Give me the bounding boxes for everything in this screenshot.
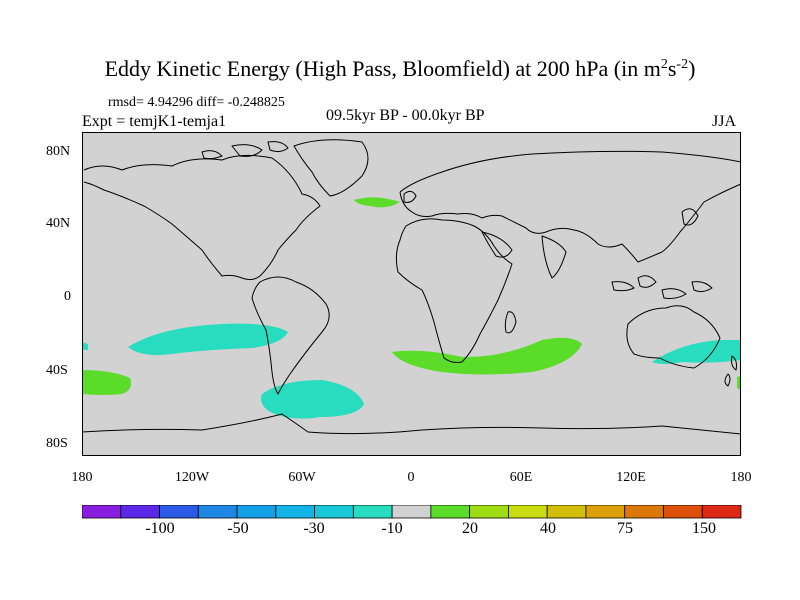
colorbar-swatch-12 [508,505,548,519]
coast-arctic-islands [201,141,289,160]
colorbar [82,505,742,519]
colorbar-swatch-14 [585,505,626,519]
coast-arabia-india [481,231,567,279]
colorbar-swatch-1 [82,505,122,519]
patch-south-indian [392,337,582,375]
colorbar-label-4: -10 [381,520,403,537]
colorbar-label-2: -50 [227,520,249,537]
chart-title: Eddy Kinetic Energy (High Pass, Bloomfie… [0,56,800,82]
map-plot [82,132,742,456]
colorbar-swatch-16 [663,505,703,519]
lat-label-40n: 40N [46,216,71,231]
patch-west-edge-green [82,370,131,395]
coast-madagascar [504,311,517,334]
colorbar-swatch-7 [314,505,354,519]
colorbar-label-7: 75 [617,520,633,537]
title-mid: s [667,56,677,81]
map-frame [82,132,741,456]
coast-uk [403,190,417,203]
patch-drake [261,380,364,419]
title-sup-1: 2 [660,57,668,72]
lon-label-180w: 180 [71,470,93,485]
title-end: ) [688,56,696,81]
colorbar-swatch-2 [120,505,160,519]
coastlines [82,139,742,435]
lon-label-180e: 180 [730,470,752,485]
anomaly-patches [82,197,741,419]
lon-label-0: 0 [407,470,415,485]
lon-label-120w: 120W [174,470,210,485]
lat-label-0: 0 [64,289,71,304]
colorbar-swatch-5 [236,505,277,519]
colorbar-label-5: 20 [462,520,478,537]
lon-label-60w: 60W [288,470,316,485]
colorbar-label-3: -30 [303,520,325,537]
colorbar-swatch-3 [159,505,199,519]
coast-japan [681,208,699,226]
patch-west-edge-cyan [82,342,88,350]
colorbar-swatch-17 [701,505,742,519]
coast-eurasia [399,150,742,263]
lon-label-60e: 60E [509,470,533,485]
experiment-label: Expt = temjK1-temja1 [82,113,227,130]
period-label: 09.5kyr BP - 00.0kyr BP [326,107,485,124]
coast-se-asia-islands [611,275,713,299]
coast-south-america [251,276,330,395]
colorbar-label-6: 40 [540,520,556,537]
title-main: Eddy Kinetic Energy (High Pass, Bloomfie… [104,56,661,81]
patch-north-atlantic [354,197,400,208]
coast-new-zealand [724,355,737,387]
coast-north-america [83,154,321,281]
coast-antarctica [82,413,742,435]
stats-line: rmsd= 4.94296 diff= -0.248825 [108,95,285,110]
lat-label-80s: 80S [46,436,68,451]
season-label: JJA [712,113,737,130]
lat-label-80n: 80N [46,144,71,159]
map-background [82,132,741,456]
coast-australia [626,305,721,369]
colorbar-swatch-9 [391,505,432,519]
colorbar-swatch-15 [624,505,664,519]
colorbar-label-1: -100 [145,520,175,537]
colorbar-swatch-13 [546,505,587,519]
colorbar-swatch-6 [275,505,315,519]
colorbar-swatch-11 [469,505,509,519]
colorbar-swatch-8 [352,505,393,519]
colorbar-swatch-10 [430,505,471,519]
colorbar-label-8: 150 [692,520,716,537]
patch-south-pacific [128,323,288,356]
coast-greenland [293,139,369,197]
patch-australia [652,340,741,364]
title-sup-2: -2 [676,57,689,72]
lat-label-40s: 40S [46,363,68,378]
lon-label-120e: 120E [616,470,646,485]
coast-africa [395,218,513,363]
colorbar-swatch-4 [197,505,238,519]
